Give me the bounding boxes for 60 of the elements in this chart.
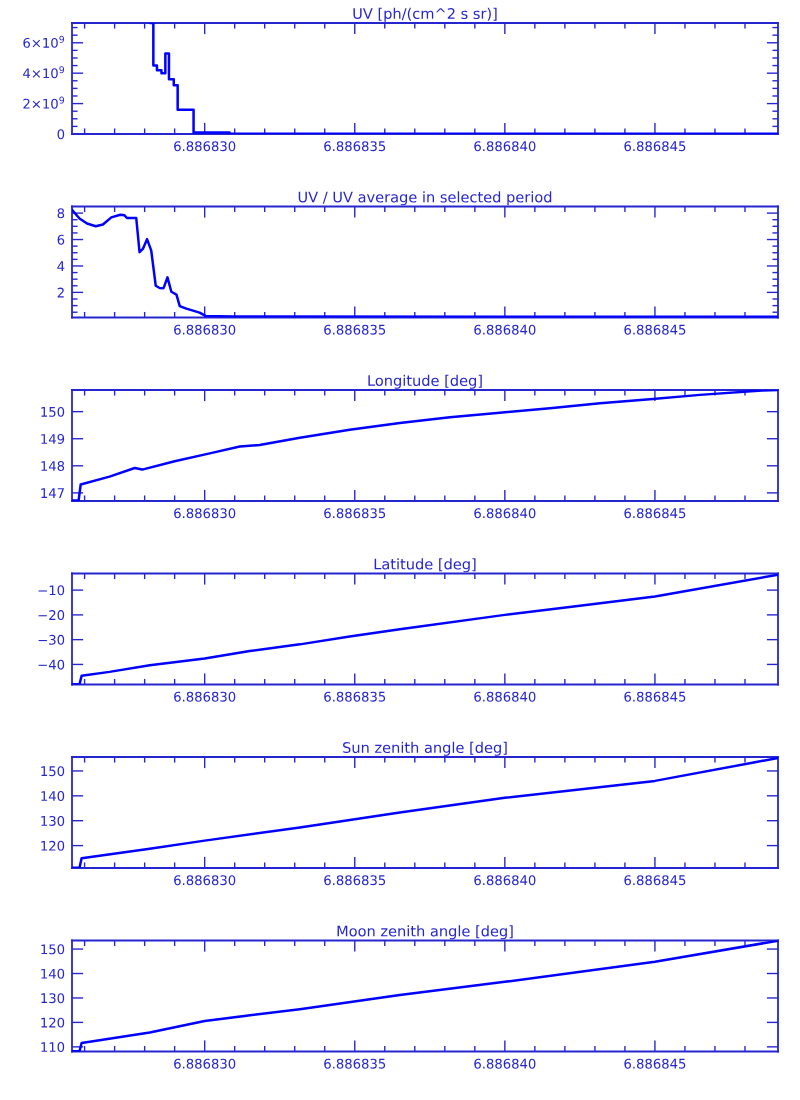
x-tick-label: 6.886845 <box>624 141 686 152</box>
x-tick-label: 6.886845 <box>624 691 686 702</box>
line-series <box>72 757 778 868</box>
x-tick-label: 6.886840 <box>474 141 536 152</box>
y-tick-label: 140 <box>41 968 65 979</box>
y-tick-label: 120 <box>41 840 65 851</box>
y-tick-label: 148 <box>41 461 65 472</box>
chart-title: UV / UV average in selected period <box>298 191 552 206</box>
y-tick-label: −20 <box>38 610 65 621</box>
x-tick-label: 6.886840 <box>474 875 536 886</box>
y-tick-label: −40 <box>38 659 65 670</box>
y-tick-label: 120 <box>41 1017 65 1028</box>
y-tick-label: 110 <box>41 1042 65 1053</box>
chart-title: UV [ph/(cm^2 s sr)] <box>353 7 497 22</box>
y-tick-label: 150 <box>41 944 65 955</box>
x-tick-label: 6.886835 <box>324 508 386 519</box>
y-tick-label: 2×10$^{9}$ <box>23 96 65 109</box>
x-tick-label: 6.886840 <box>474 508 536 519</box>
chart-title: Sun zenith angle [deg] <box>343 741 507 756</box>
x-tick-label: 6.886835 <box>324 875 386 886</box>
x-tick-label: 6.886830 <box>174 691 236 702</box>
x-tick-label: 6.886840 <box>474 324 536 335</box>
y-tick-label: −10 <box>38 585 65 596</box>
chart-title: Longitude [deg] <box>368 374 482 389</box>
x-tick-label: 6.886845 <box>624 875 686 886</box>
x-tick-label: 6.886830 <box>174 508 236 519</box>
x-tick-label: 6.886840 <box>474 1058 536 1069</box>
y-tick-label: 130 <box>41 993 65 1004</box>
x-tick-label: 6.886830 <box>174 1058 236 1069</box>
y-tick-label: 4 <box>57 261 65 271</box>
x-tick-label: 6.886835 <box>324 141 386 152</box>
chart-title: Moon zenith angle [deg] <box>337 925 513 940</box>
x-tick-label: 6.886830 <box>174 875 236 886</box>
line-series <box>72 940 778 1052</box>
y-tick-label: 130 <box>41 815 65 826</box>
y-tick-label: 4×10$^{9}$ <box>23 66 65 79</box>
y-tick-label: 140 <box>41 791 65 802</box>
line-series <box>72 573 778 685</box>
y-tick-label: −30 <box>38 634 65 645</box>
y-tick-label: 150 <box>41 406 65 417</box>
y-tick-label: 147 <box>41 488 64 498</box>
y-tick-label: 8 <box>57 208 65 219</box>
x-tick-label: 6.886845 <box>624 508 686 519</box>
x-tick-label: 6.886835 <box>324 1058 386 1069</box>
x-tick-label: 6.886835 <box>324 691 386 702</box>
y-tick-label: 6 <box>57 234 65 245</box>
x-tick-label: 6.886830 <box>174 141 236 152</box>
x-tick-label: 6.886845 <box>624 324 686 335</box>
y-tick-label: 149 <box>41 433 65 444</box>
x-tick-label: 6.886835 <box>324 324 386 335</box>
x-tick-label: 6.886840 <box>474 691 536 702</box>
y-tick-label: 150 <box>41 766 65 777</box>
x-tick-label: 6.886830 <box>174 324 236 335</box>
x-tick-label: 6.886845 <box>624 1058 686 1069</box>
line-series <box>72 390 778 501</box>
y-tick-label: 6×10$^{9}$ <box>23 35 65 48</box>
chart-title: Latitude [deg] <box>374 558 476 573</box>
line-series <box>72 208 778 318</box>
y-tick-label: 0 <box>57 129 65 140</box>
y-tick-label: 2 <box>57 287 64 298</box>
